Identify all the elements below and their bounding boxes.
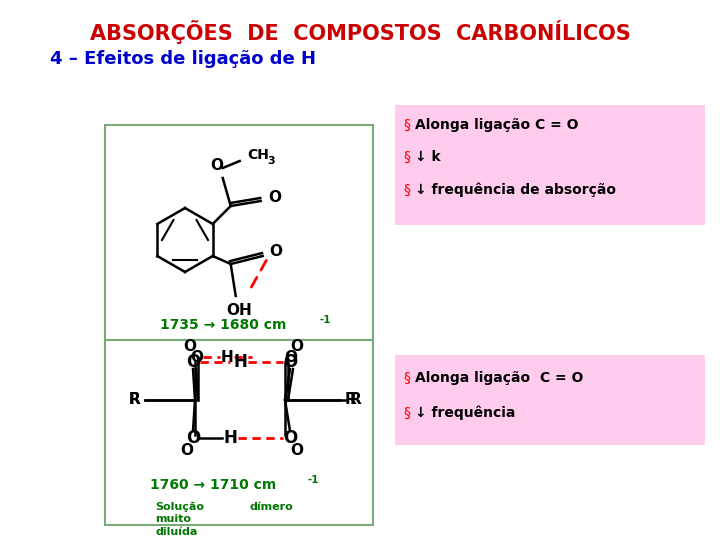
Text: O: O (283, 429, 297, 447)
Text: O: O (191, 349, 204, 364)
Text: Alonga ligação  C = O: Alonga ligação C = O (415, 371, 583, 385)
Text: O: O (283, 353, 297, 371)
Text: 1760 → 1710 cm: 1760 → 1710 cm (150, 478, 276, 492)
Text: §: § (403, 183, 410, 197)
Bar (395, 105, 705, 225)
Text: §: § (403, 371, 410, 385)
Text: O: O (184, 339, 197, 354)
Text: R: R (128, 393, 140, 408)
Text: H: H (223, 429, 237, 447)
Text: Solução
muito
diluída: Solução muito diluída (155, 502, 204, 537)
Text: ↓ frequência de absorção: ↓ frequência de absorção (415, 183, 616, 197)
Text: R: R (128, 393, 140, 408)
Text: ↓ frequência: ↓ frequência (415, 406, 516, 420)
Text: dímero: dímero (250, 502, 294, 512)
Text: ABSORÇÕES  DE  COMPOSTOS  CARBONÍLICOS: ABSORÇÕES DE COMPOSTOS CARBONÍLICOS (89, 20, 631, 44)
Bar (105, 125, 373, 340)
Text: §: § (403, 150, 410, 164)
Text: O: O (290, 339, 304, 354)
Text: Alonga ligação C = O: Alonga ligação C = O (415, 118, 578, 132)
Text: O: O (186, 429, 200, 447)
Text: R: R (345, 393, 356, 408)
Text: O: O (210, 158, 223, 173)
Text: H: H (233, 353, 247, 371)
Text: ↓ k: ↓ k (415, 150, 441, 164)
Text: O: O (284, 349, 297, 364)
Text: §: § (403, 406, 410, 420)
Text: O: O (181, 443, 194, 458)
Text: OH: OH (226, 303, 251, 318)
Text: 3: 3 (268, 156, 275, 166)
Bar (105, 340, 373, 525)
Text: O: O (269, 190, 282, 205)
Text: 4 – Efeitos de ligação de H: 4 – Efeitos de ligação de H (50, 50, 316, 68)
Text: 1735 → 1680 cm: 1735 → 1680 cm (160, 318, 287, 332)
Text: O: O (270, 245, 283, 260)
Text: -1: -1 (320, 315, 331, 325)
Text: §: § (403, 118, 410, 132)
Text: H: H (220, 349, 233, 364)
Text: O: O (290, 443, 304, 458)
Bar (395, 355, 705, 445)
Text: -1: -1 (308, 475, 320, 485)
Text: R: R (350, 393, 361, 408)
Text: O: O (186, 353, 200, 371)
Text: CH: CH (248, 148, 269, 162)
